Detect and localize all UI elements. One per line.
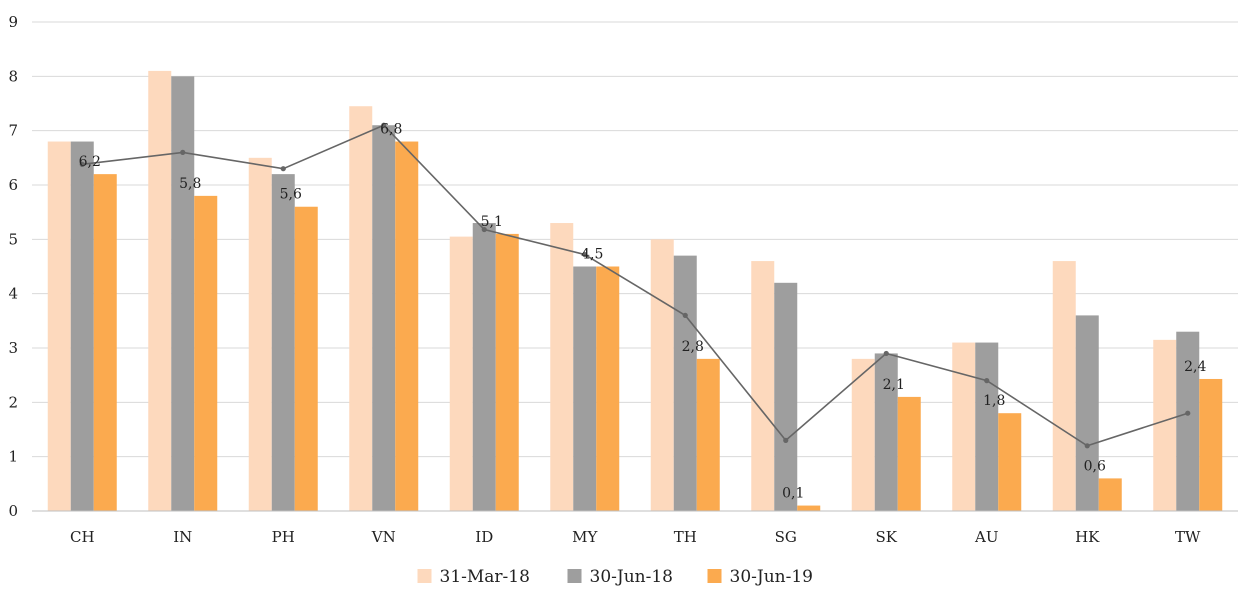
x-tick-label: SK — [876, 528, 898, 546]
data-label-SG: 0,1 — [782, 486, 804, 502]
bar-CH-2 — [93, 174, 117, 511]
trend-point-HK — [1084, 443, 1090, 449]
bar-HK-1 — [1075, 315, 1099, 511]
y-tick-label: 9 — [8, 13, 18, 31]
trend-line — [79, 122, 1191, 449]
bar-SK-0 — [851, 358, 875, 511]
bar-IN-0 — [148, 70, 172, 512]
data-label-TW: 2,4 — [1184, 359, 1206, 375]
x-tick-label: CH — [70, 528, 95, 546]
x-tick-label: MY — [572, 528, 598, 546]
legend-swatch-0 — [417, 569, 432, 583]
trend-point-MY — [582, 251, 588, 258]
data-label-HK: 0,6 — [1084, 458, 1106, 474]
bar-PH-1 — [271, 174, 295, 511]
x-tick-label: ID — [475, 528, 493, 546]
bar-TH-2 — [696, 358, 720, 511]
bar-PH-0 — [248, 157, 272, 512]
data-label-IN: 5,8 — [179, 176, 201, 192]
trend-point-CH — [79, 161, 85, 167]
bar-TH-1 — [673, 255, 697, 511]
data-label-TH: 2,8 — [682, 339, 704, 355]
x-tick-label: IN — [173, 528, 192, 546]
trend-point-IN — [180, 149, 186, 155]
data-label-ID: 5,1 — [481, 214, 503, 230]
legend-swatch-1 — [567, 569, 582, 583]
bar-VN-0 — [349, 106, 373, 511]
bar-TH-0 — [650, 239, 674, 512]
y-tick-label: 0 — [8, 502, 18, 520]
bar-MY-2 — [596, 266, 620, 511]
x-tick-label: PH — [272, 528, 295, 546]
data-labels: 6,2 5,8 5,6 6,8 5,1 4,5 2,8 0,1 2,1 1,8 0,6 2,4 — [79, 122, 1207, 502]
bar-VN-2 — [395, 141, 419, 512]
y-tick-label: 5 — [8, 230, 18, 248]
bar-VN-1 — [372, 125, 396, 511]
trend-point-TH — [682, 312, 688, 318]
data-label-PH: 5,6 — [280, 187, 302, 203]
trend-point-ID — [481, 226, 487, 233]
x-tick-label: AU — [974, 528, 998, 546]
y-tick-label: 2 — [8, 393, 18, 411]
bar-SK-1 — [874, 353, 898, 511]
x-tick-label: TH — [674, 528, 697, 546]
bar-HK-2 — [1098, 478, 1122, 511]
bar-CH-1 — [70, 141, 94, 512]
bar-HK-0 — [1052, 261, 1076, 511]
bar-TW-0 — [1153, 339, 1177, 511]
bar-ID-1 — [472, 223, 496, 512]
bar-CH-0 — [47, 141, 71, 512]
trend-point-PH — [280, 166, 286, 172]
bar-TW-2 — [1199, 378, 1223, 511]
axes: 0 1 2 3 4 5 6 7 8 9 CH IN PH VN ID MY TH SG SK AU HK TW — [8, 13, 1238, 546]
data-label-CH: 6,2 — [79, 154, 101, 170]
bar-AU-2 — [998, 413, 1022, 511]
y-tick-label: 8 — [8, 67, 18, 85]
legend-label-0: 31-Mar-18 — [440, 567, 530, 587]
trend-point-SK — [883, 350, 889, 357]
x-tick-label: HK — [1075, 528, 1100, 546]
bar-IN-1 — [171, 76, 195, 511]
bar-AU-0 — [952, 342, 976, 511]
bar-SG-1 — [774, 282, 798, 511]
x-tick-label: TW — [1175, 528, 1201, 546]
bar-MY-1 — [573, 266, 597, 511]
bar-TW-1 — [1176, 331, 1200, 511]
y-tick-label: 7 — [8, 122, 18, 140]
trend-point-AU — [984, 378, 990, 384]
bars — [47, 70, 1223, 512]
trend-point-VN — [381, 122, 387, 128]
x-tick-label: VN — [371, 528, 396, 546]
bar-ID-0 — [449, 236, 473, 511]
bar-SG-2 — [797, 505, 821, 511]
bar-MY-0 — [550, 223, 574, 512]
bar-AU-1 — [975, 342, 999, 511]
data-label-SK: 2,1 — [883, 377, 905, 393]
y-tick-label: 6 — [8, 176, 18, 194]
data-label-MY: 4,5 — [581, 247, 603, 263]
bar-SK-2 — [897, 396, 921, 511]
y-tick-label: 1 — [8, 448, 18, 466]
y-tick-label: 4 — [8, 285, 18, 303]
x-tick-label: SG — [775, 528, 797, 546]
bar-SG-0 — [751, 261, 775, 511]
bar-PH-2 — [294, 206, 318, 511]
bar-IN-2 — [194, 195, 218, 511]
trend-point-SG — [783, 437, 789, 443]
bar-ID-2 — [495, 233, 519, 511]
legend-label-1: 30-Jun-18 — [590, 567, 673, 587]
gridlines — [32, 21, 1238, 512]
data-label-AU: 1,8 — [983, 393, 1005, 409]
trend-line-path — [82, 124, 1188, 447]
legend-label-2: 30-Jun-19 — [730, 567, 813, 587]
trend-point-TW — [1185, 410, 1191, 416]
y-tick-label: 3 — [8, 339, 18, 357]
data-label-VN: 6,8 — [380, 122, 402, 138]
legend: 31-Mar-18 30-Jun-18 30-Jun-19 — [417, 567, 813, 587]
legend-swatch-2 — [707, 569, 722, 583]
